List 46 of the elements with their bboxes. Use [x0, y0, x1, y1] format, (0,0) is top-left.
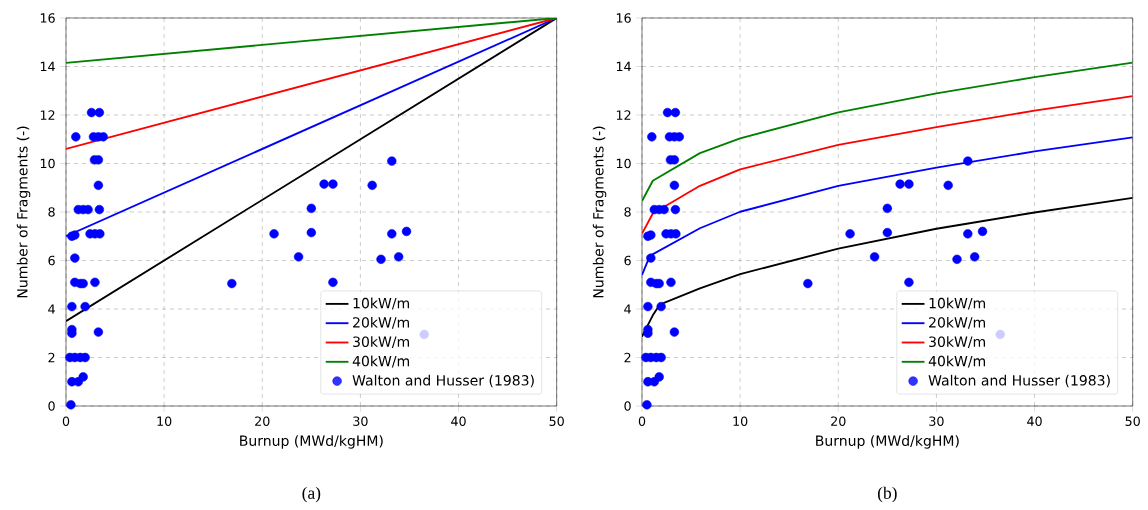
y-tick-label: 0	[48, 401, 55, 411]
y-tick-label: 8	[624, 207, 631, 217]
y-tick-label: 6	[48, 255, 55, 266]
y-tick-label: 14	[616, 61, 631, 72]
legend-label: 30kW/m	[353, 336, 409, 349]
y-tick-label: 0	[624, 401, 631, 411]
y-tick-label: 16	[616, 13, 631, 23]
y-tick-label: 4	[48, 304, 55, 314]
x-axis-title: Burnup (MWd/kgHM)	[240, 435, 383, 449]
y-tick-label: 14	[40, 61, 55, 72]
x-tick-label: 40	[1027, 416, 1042, 426]
x-tick-label: 10	[157, 416, 172, 426]
y-tick-label: 2	[624, 352, 631, 363]
legend-label: 20kW/m	[353, 316, 409, 329]
x-tick-label: 20	[255, 416, 270, 426]
legend-label: Walton and Husser (1983)	[928, 374, 1110, 388]
text: (b)	[877, 486, 897, 503]
legend-label: 20kW/m	[929, 316, 985, 329]
y-tick-label: 4	[624, 304, 631, 314]
x-tick-label: 50	[1125, 416, 1140, 426]
y-tick-label: 12	[40, 110, 55, 120]
y-tick-label: 16	[40, 13, 55, 23]
x-tick-label: 30	[353, 416, 368, 426]
text: (a)	[302, 486, 321, 503]
y-tick-label: 10	[616, 158, 631, 169]
y-axis-title: Number of Fragments (-)	[16, 126, 31, 298]
legend-label: 10kW/m	[929, 297, 985, 310]
y-tick-label: 2	[48, 352, 55, 363]
x-axis-title: Burnup (MWd/kgHM)	[816, 435, 959, 449]
legend-label: 10kW/m	[353, 297, 409, 310]
x-tick-label: 30	[929, 416, 944, 426]
x-tick-label: 0	[638, 416, 646, 426]
y-axis-title: Number of Fragments (-)	[592, 126, 607, 298]
y-tick-label: 8	[48, 207, 55, 217]
x-tick-label: 0	[62, 416, 70, 426]
x-tick-label: 20	[831, 416, 846, 426]
x-tick-label: 10	[733, 416, 748, 426]
y-tick-label: 10	[40, 158, 55, 169]
y-tick-label: 12	[616, 110, 631, 120]
legend-label: 30kW/m	[929, 336, 985, 349]
legend-label: Walton and Husser (1983)	[352, 374, 534, 388]
x-tick-label: 50	[549, 416, 564, 426]
y-tick-label: 6	[624, 255, 631, 266]
legend-label: 40kW/m	[928, 355, 985, 368]
x-tick-label: 40	[451, 416, 466, 426]
legend-label: 40kW/m	[352, 355, 409, 368]
